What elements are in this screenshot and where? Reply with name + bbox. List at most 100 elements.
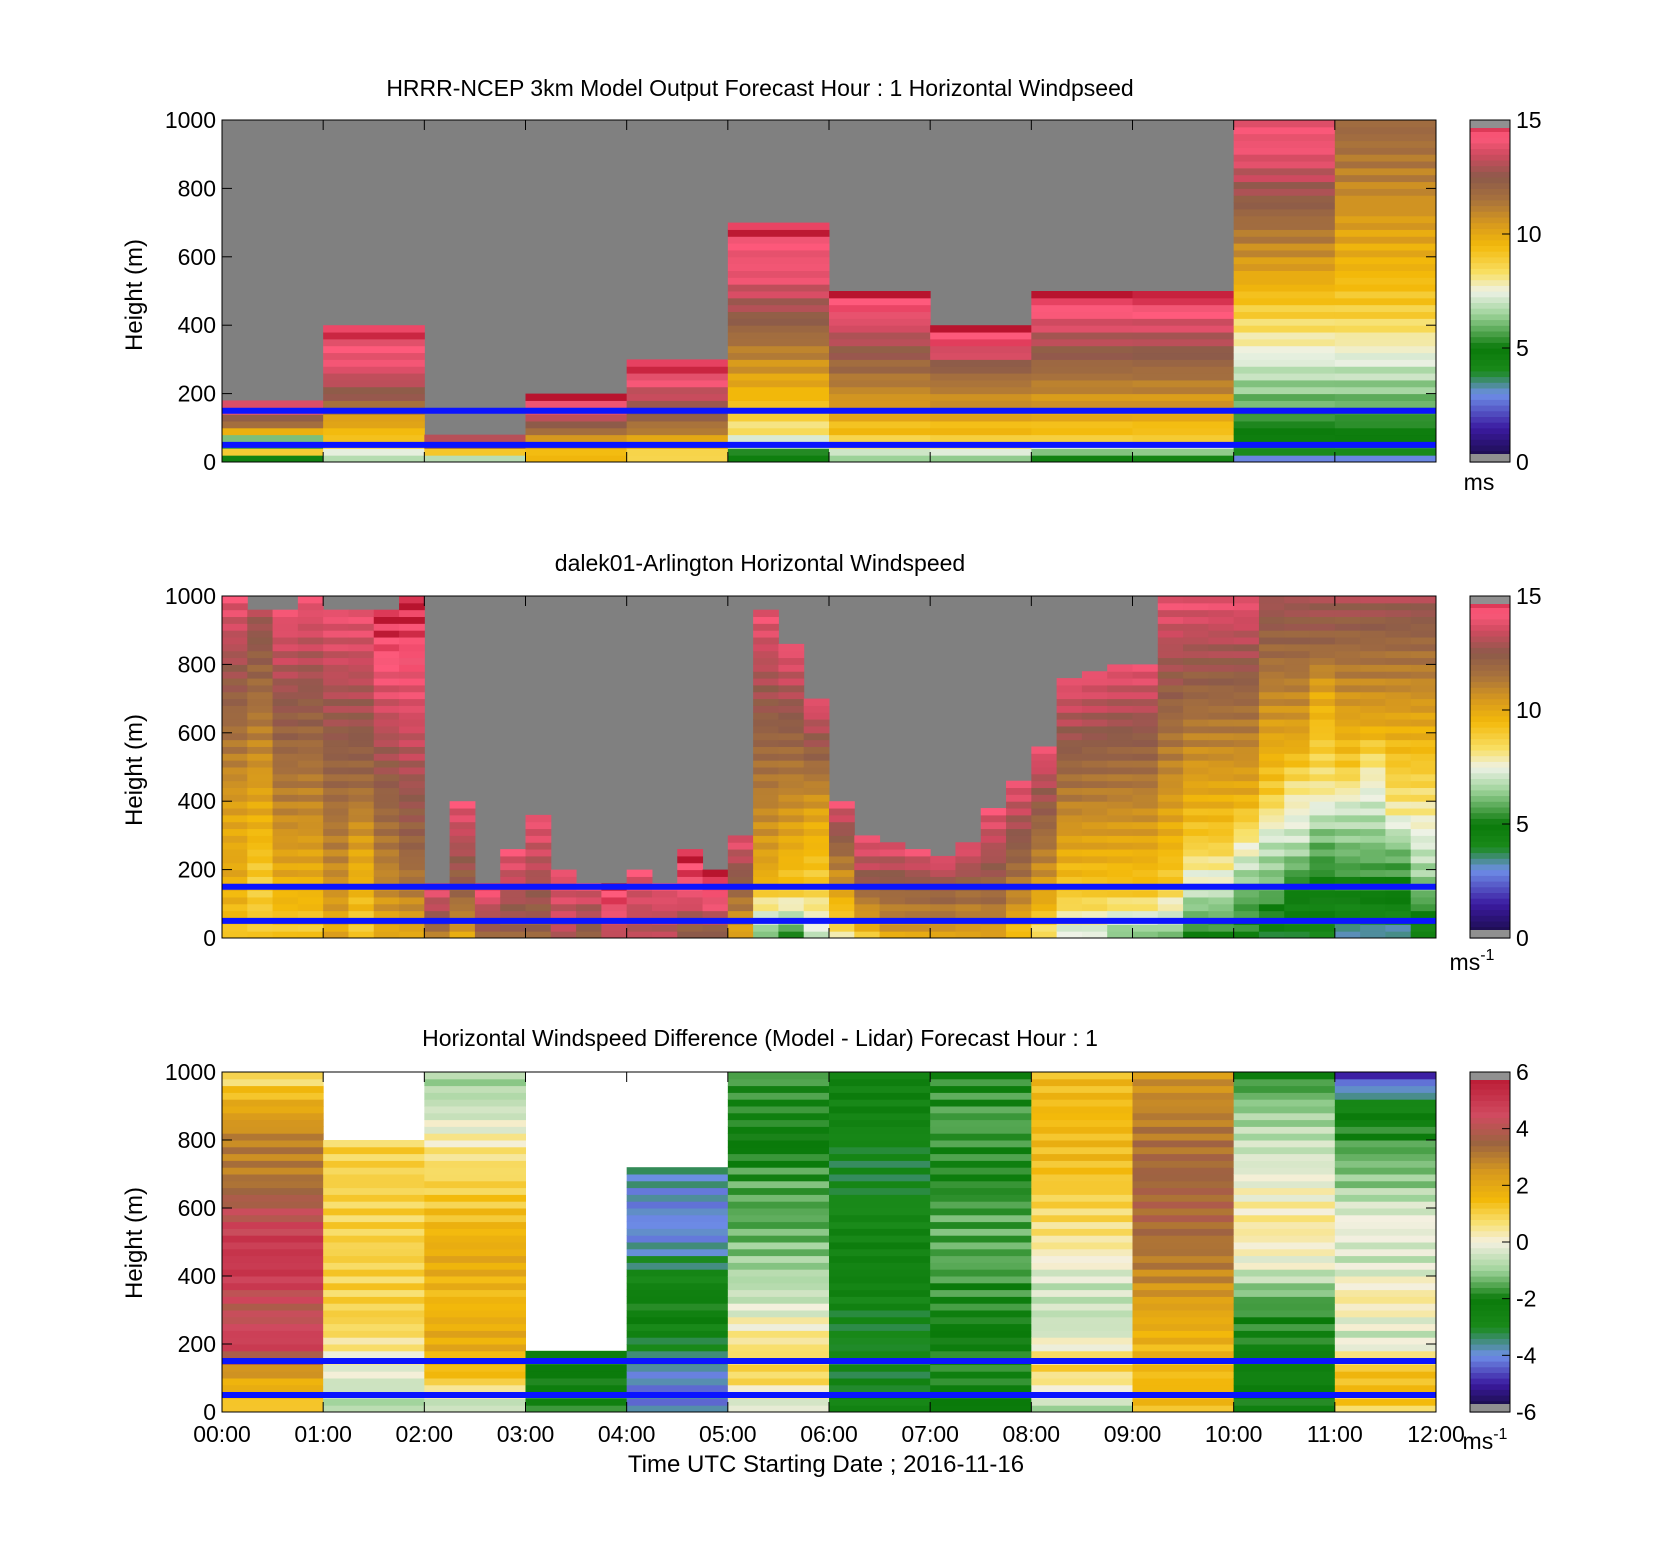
heatmap-cell: [1258, 602, 1285, 611]
heatmap-cell: [1258, 801, 1285, 809]
colorbar-segment: [1470, 1123, 1510, 1130]
heatmap-cell: [1360, 746, 1386, 754]
heatmap-cell: [829, 1350, 931, 1359]
heatmap-cell: [829, 386, 931, 395]
heatmap-cell: [297, 725, 324, 734]
heatmap-cell: [525, 835, 552, 843]
heatmap-cell: [1284, 767, 1311, 775]
x-tick-label: 11:00: [1307, 1421, 1363, 1447]
heatmap-cell: [1334, 1316, 1437, 1325]
heatmap-cell: [348, 725, 375, 734]
heatmap-cell: [753, 808, 779, 816]
heatmap-cell: [1031, 1126, 1133, 1134]
colorbar-segment: [1470, 1196, 1510, 1203]
heatmap-cell: [1208, 657, 1235, 665]
heatmap-cell: [1334, 222, 1437, 230]
heatmap-cell: [399, 842, 425, 850]
heatmap-cell: [1410, 671, 1437, 679]
heatmap-cell: [1107, 739, 1133, 747]
heatmap-cell: [1006, 862, 1032, 871]
heatmap-cell: [1233, 1194, 1336, 1202]
heatmap-cell: [626, 366, 729, 374]
heatmap-cell: [1031, 1160, 1133, 1168]
heatmap-cell: [778, 691, 805, 700]
heatmap-cell: [1132, 1078, 1235, 1087]
heatmap-cell: [1334, 263, 1437, 271]
heatmap-cell: [626, 1303, 729, 1311]
heatmap-cell: [1006, 855, 1032, 864]
heatmap-cell: [829, 332, 931, 340]
heatmap-cell: [222, 773, 248, 782]
heatmap-cell: [1410, 808, 1437, 816]
heatmap-cell: [1132, 1208, 1235, 1216]
heatmap-cell: [829, 1119, 931, 1127]
heatmap-cell: [323, 1180, 425, 1189]
heatmap-cell: [626, 1194, 729, 1202]
heatmap-cell: [1334, 1364, 1437, 1372]
time-column: [727, 222, 830, 463]
heatmap-cell: [753, 855, 779, 864]
heatmap-cell: [1233, 400, 1336, 408]
colorbar-segment: [1470, 1293, 1510, 1300]
heatmap-cell: [1183, 876, 1209, 884]
heatmap-cell: [980, 828, 1007, 836]
heatmap-cell: [247, 890, 274, 898]
heatmap-cell: [272, 814, 299, 823]
heatmap-cell: [424, 1072, 526, 1080]
heatmap-cell: [829, 903, 855, 912]
heatmap-cell: [1208, 725, 1235, 734]
heatmap-cell: [1183, 650, 1209, 659]
heatmap-cell: [272, 698, 299, 706]
heatmap-cell: [1385, 780, 1412, 789]
heatmap-cell: [1157, 698, 1184, 706]
heatmap-cell: [829, 1126, 931, 1134]
heatmap-cell: [1284, 910, 1311, 918]
heatmap-cell: [829, 393, 931, 401]
heatmap-cell: [955, 849, 982, 857]
heatmap-cell: [1132, 1180, 1235, 1189]
heatmap-cell: [829, 862, 855, 871]
heatmap-cell: [1233, 304, 1336, 313]
heatmap-cell: [1410, 725, 1437, 734]
heatmap-cell: [727, 855, 754, 864]
heatmap-cell: [1031, 1153, 1133, 1161]
heatmap-cell: [297, 602, 324, 611]
heatmap-cell: [222, 1248, 324, 1257]
heatmap-cell: [424, 448, 526, 456]
heatmap-cell: [323, 1262, 425, 1270]
heatmap-cell: [1309, 849, 1336, 857]
heatmap-cell: [348, 931, 375, 939]
heatmap-cell: [1006, 814, 1032, 823]
heatmap-cell: [1132, 393, 1235, 401]
heatmap-cell: [1031, 1099, 1133, 1107]
heatmap-cell: [424, 1255, 526, 1263]
heatmap-cell: [1031, 1085, 1133, 1093]
time-column: [1056, 678, 1083, 939]
heatmap-cell: [348, 924, 375, 932]
heatmap-cell: [1334, 1350, 1437, 1359]
heatmap-cell: [1107, 896, 1133, 905]
heatmap-cell: [1208, 623, 1235, 631]
heatmap-cell: [1410, 855, 1437, 864]
heatmap-cell: [1334, 338, 1437, 347]
y-tick-label: 1000: [165, 107, 216, 133]
heatmap-cell: [879, 869, 906, 877]
heatmap-cell: [1233, 154, 1336, 162]
heatmap-cell: [1258, 650, 1285, 659]
time-column: [1006, 780, 1032, 939]
heatmap-cell: [1208, 671, 1235, 679]
heatmap-cell: [222, 1282, 324, 1291]
heatmap-cell: [1233, 332, 1336, 340]
heatmap-cell: [727, 862, 754, 871]
heatmap-cell: [1157, 712, 1184, 720]
heatmap-cell: [1183, 712, 1209, 720]
heatmap-cell: [1284, 842, 1311, 850]
heatmap-cell: [348, 862, 375, 871]
heatmap-cell: [424, 1344, 526, 1352]
heatmap-cell: [297, 890, 324, 898]
heatmap-cell: [323, 732, 349, 741]
heatmap-cell: [1031, 1106, 1133, 1114]
heatmap-cell: [651, 924, 678, 932]
heatmap-cell: [222, 814, 248, 823]
heatmap-cell: [1081, 814, 1108, 823]
